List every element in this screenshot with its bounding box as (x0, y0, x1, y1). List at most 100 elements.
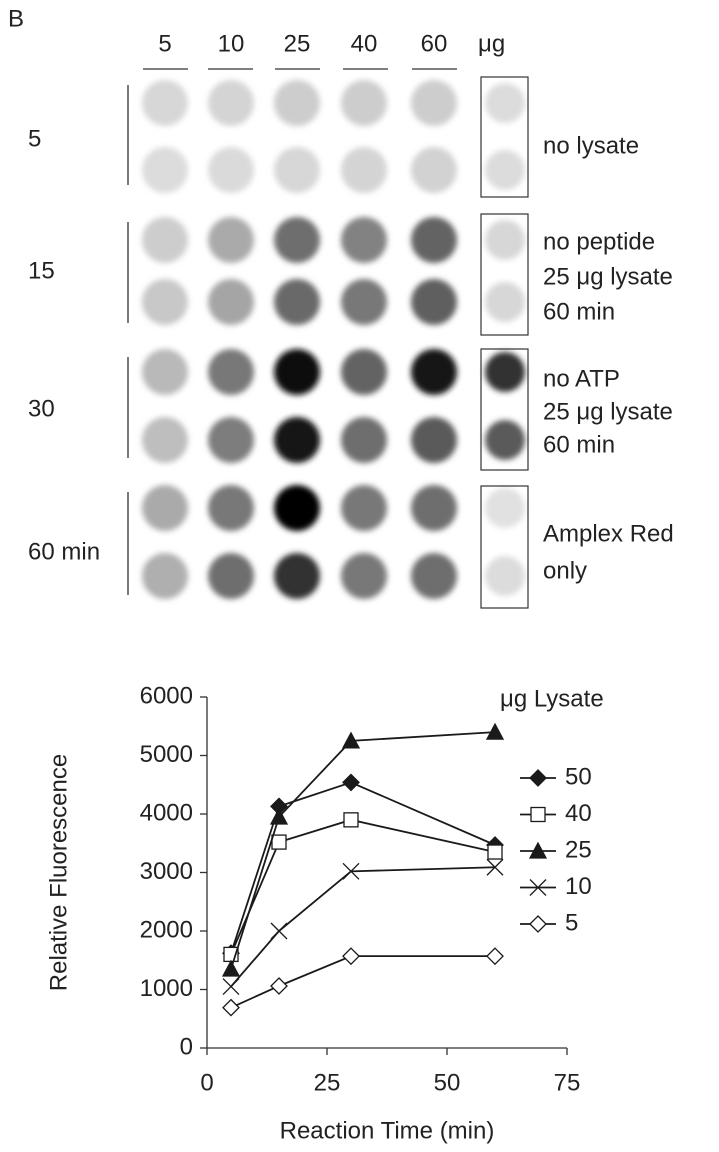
marker (486, 947, 504, 966)
column-label: 25 (284, 30, 311, 57)
blot-spot (142, 349, 188, 395)
column-label: 10 (218, 30, 245, 57)
control-box (480, 76, 529, 198)
y-tick-label: 5000 (140, 741, 193, 768)
marker (341, 731, 361, 749)
blot-spot (274, 147, 320, 193)
control-label: 25 μg lysate (543, 263, 673, 290)
blot-spot (341, 279, 387, 325)
blot-spot (411, 349, 457, 395)
legend-title: μg Lysate (500, 685, 604, 712)
blot-spot (411, 417, 457, 463)
panel-label: B (8, 5, 24, 32)
blot-spot (411, 80, 457, 126)
x-tick-label: 50 (434, 1069, 461, 1096)
blot-spot (274, 80, 320, 126)
blot-spot (341, 417, 387, 463)
series-line (230, 781, 496, 954)
blot-spot (274, 485, 320, 531)
marker (485, 722, 505, 740)
legend-label: 50 (565, 763, 592, 790)
blot-spot (208, 80, 254, 126)
control-label: Amplex Red (543, 520, 674, 547)
series-line (230, 818, 496, 955)
control-label: no peptide (543, 228, 655, 255)
blot-spot (411, 217, 457, 263)
x-tick-label: 75 (554, 1069, 581, 1096)
marker (221, 959, 241, 977)
legend-marker (529, 769, 547, 787)
legend-marker (530, 806, 546, 823)
control-spot (485, 556, 525, 596)
blot-spot (208, 553, 254, 599)
y-tick-label: 2000 (140, 916, 193, 943)
blot-spot (341, 485, 387, 531)
blot-spot (341, 80, 387, 126)
blot-spot (411, 147, 457, 193)
y-axis-label: Relative Fluorescence (45, 754, 72, 991)
blot-spot (208, 349, 254, 395)
blot-spot (411, 279, 457, 325)
blot-spot (274, 217, 320, 263)
row-label: 60 min (28, 538, 100, 565)
x-axis-label: Reaction Time (min) (280, 1117, 495, 1144)
control-box (480, 213, 529, 336)
blot-spot (208, 279, 254, 325)
blot-spot (208, 485, 254, 531)
control-spot (485, 420, 525, 460)
marker (270, 977, 288, 995)
marker (342, 773, 360, 792)
legend-marker (528, 841, 548, 859)
control-spot (485, 488, 525, 528)
x-tick-label: 0 (200, 1069, 213, 1096)
blot-spot (142, 553, 188, 599)
y-tick-label: 4000 (140, 799, 193, 826)
blot-spot (208, 417, 254, 463)
control-spot (485, 352, 525, 392)
control-label: 60 min (543, 298, 615, 325)
row-label: 30 (28, 395, 55, 422)
control-label: no lysate (543, 132, 639, 159)
control-label: 25 μg lysate (543, 398, 673, 425)
blot-spot (411, 485, 457, 531)
marker (270, 922, 288, 940)
marker (222, 998, 240, 1017)
control-spot (485, 220, 525, 260)
blot-spot (411, 553, 457, 599)
unit-label: μg (478, 30, 505, 57)
blot-spot (142, 279, 188, 325)
control-label: only (543, 557, 587, 584)
control-label: 60 min (543, 431, 615, 458)
marker (269, 807, 289, 825)
blot-spot (142, 417, 188, 463)
marker (342, 862, 360, 880)
control-box (480, 485, 529, 609)
control-spot (485, 150, 525, 190)
blot-spot (142, 217, 188, 263)
marker (222, 978, 240, 996)
blot-spot (341, 349, 387, 395)
legend-label: 5 (565, 909, 578, 936)
marker (271, 834, 287, 850)
legend-marker (529, 915, 547, 933)
row-label: 15 (28, 257, 55, 284)
column-label: 5 (158, 30, 171, 57)
blot-spot (142, 80, 188, 126)
legend-label: 40 (565, 800, 592, 827)
control-box (480, 348, 529, 471)
control-label: no ATP (543, 365, 620, 392)
column-label: 40 (351, 30, 378, 57)
legend-marker (529, 879, 547, 896)
marker (343, 812, 359, 828)
blot-spot (274, 279, 320, 325)
blot-spot (341, 217, 387, 263)
marker (342, 947, 360, 966)
series-line (230, 955, 495, 1009)
marker (486, 858, 504, 876)
series-line (230, 731, 496, 970)
blot-spot (208, 147, 254, 193)
control-spot (485, 83, 525, 123)
column-label: 60 (421, 30, 448, 57)
blot-spot (142, 485, 188, 531)
